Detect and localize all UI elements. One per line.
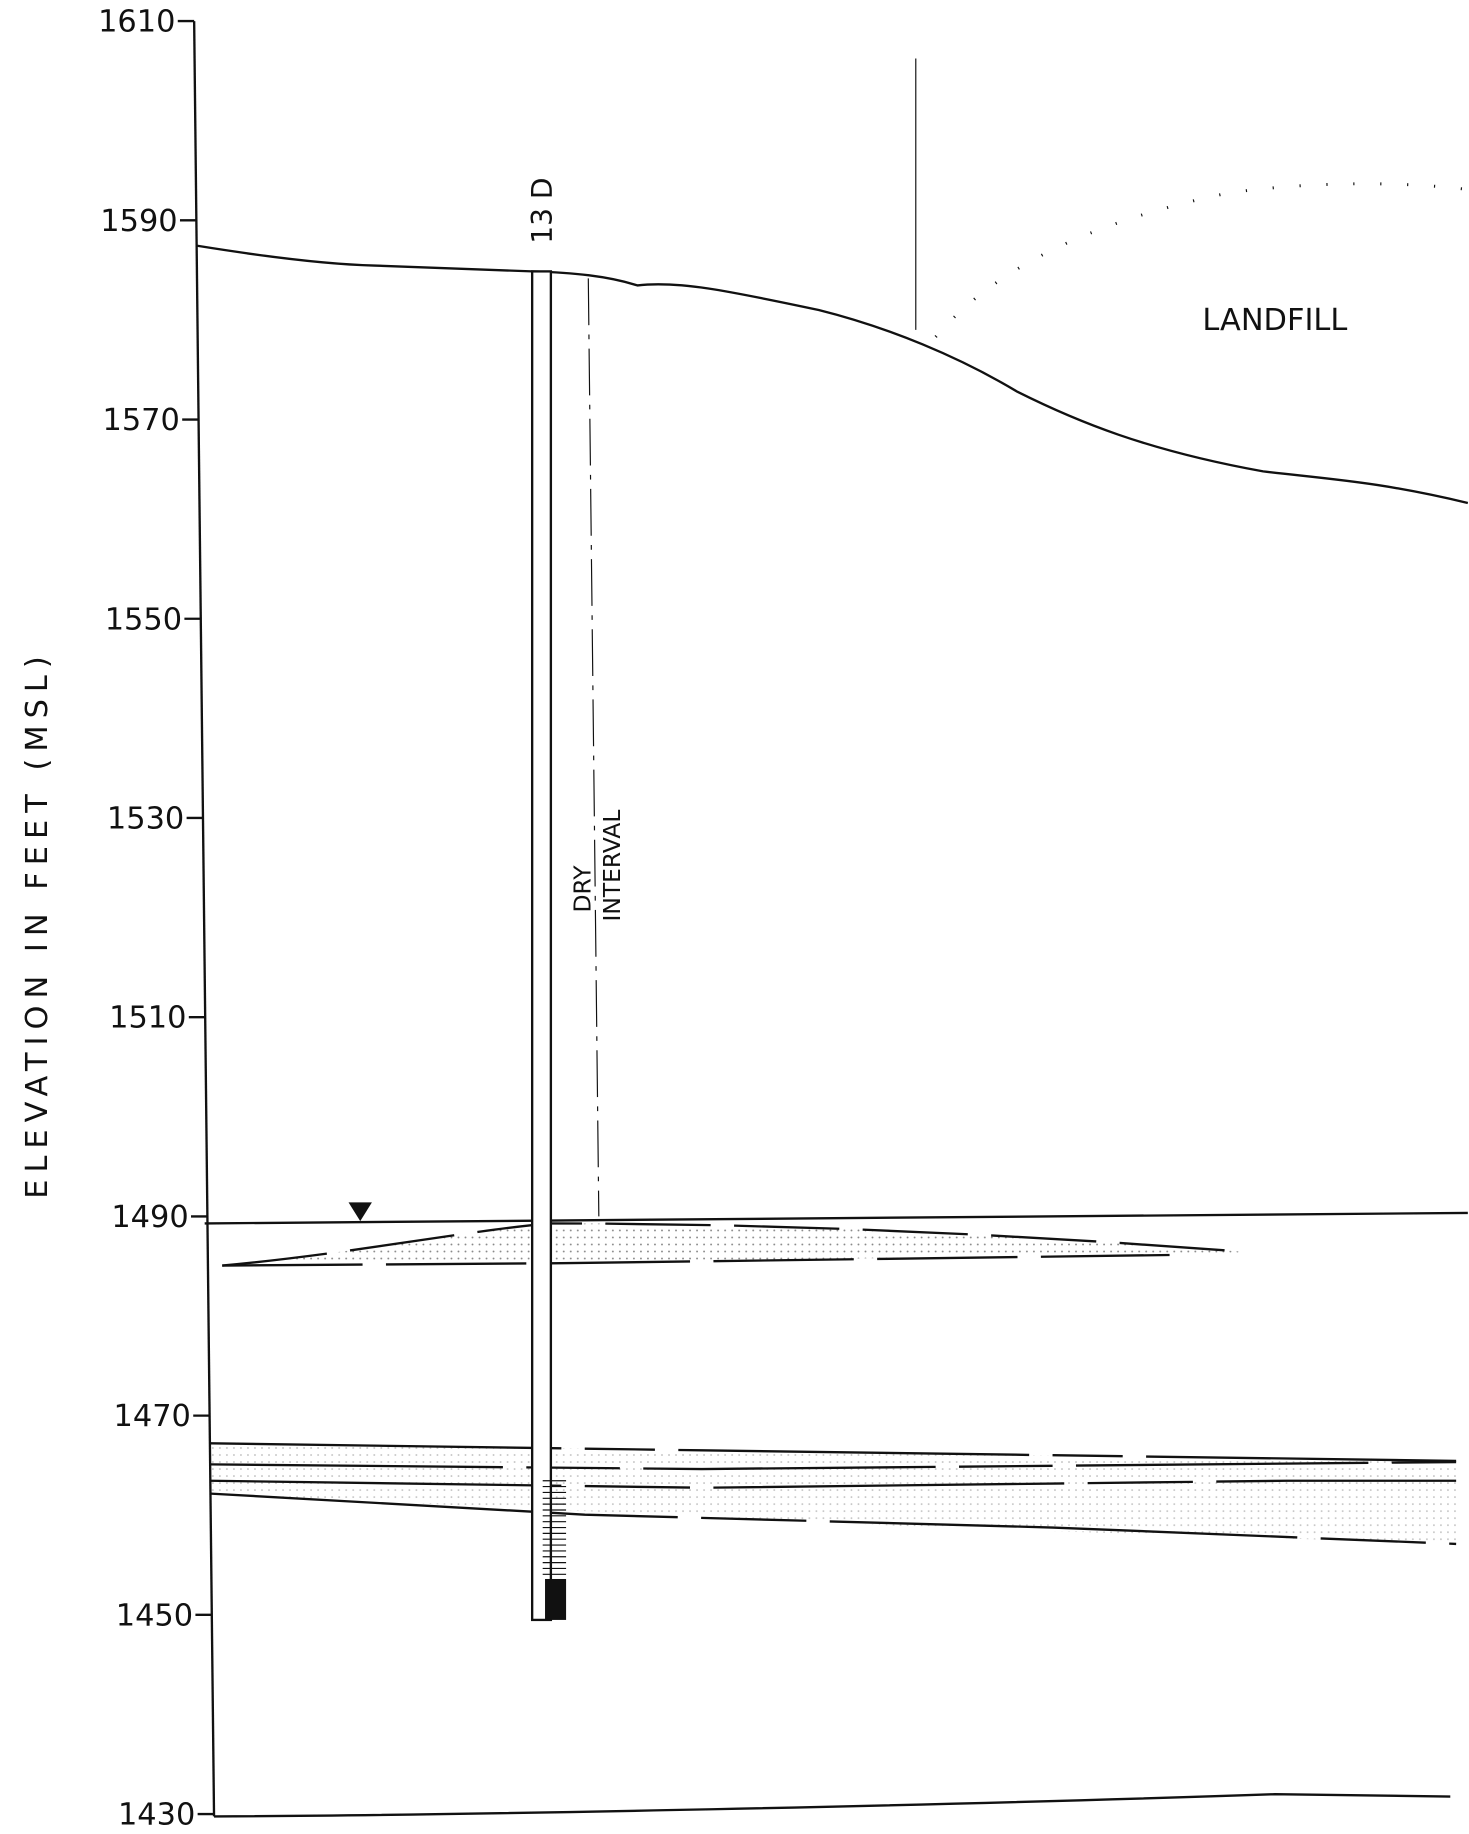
bedrock-line xyxy=(214,1794,1450,1816)
tick-label: 1490 xyxy=(111,1200,188,1235)
axis-title: ELEVATION IN FEET (MSL) xyxy=(20,649,55,1198)
tick-label: 1570 xyxy=(103,403,180,438)
dry-interval-line xyxy=(588,278,599,1216)
interval-label: INTERVAL xyxy=(598,810,626,922)
ground-surface xyxy=(196,246,1467,503)
well-casing xyxy=(532,271,551,1620)
tick-label: 1450 xyxy=(116,1598,193,1633)
axis-line xyxy=(194,21,214,1816)
tick-label: 1430 xyxy=(118,1798,195,1833)
tick-label: 1550 xyxy=(105,602,182,637)
tick-label: 1530 xyxy=(107,802,184,837)
tick-label: 1470 xyxy=(114,1399,191,1434)
water-table xyxy=(205,1213,1468,1224)
tick-label: 1510 xyxy=(109,1001,186,1036)
well-sump xyxy=(545,1579,566,1620)
dry-label: DRY xyxy=(569,865,597,913)
cross-section: DRY INTERVAL 13 D LANDFILL ELEVATION IN … xyxy=(0,0,1469,1834)
sand-lens xyxy=(222,1223,1240,1265)
landfill-label: LANDFILL xyxy=(1202,303,1347,338)
page: DRY INTERVAL 13 D LANDFILL ELEVATION IN … xyxy=(0,0,1469,1834)
tick-label: 1610 xyxy=(98,5,175,40)
tick-label: 1590 xyxy=(100,204,177,239)
water-table-symbol xyxy=(349,1202,372,1221)
well-label: 13 D xyxy=(526,177,559,243)
